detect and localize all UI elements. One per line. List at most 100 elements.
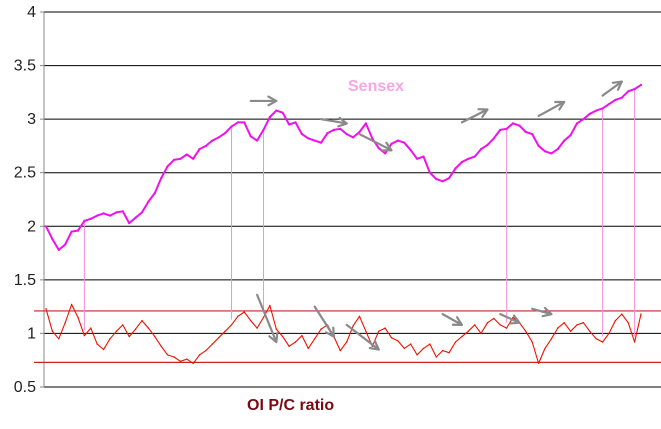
data-point-sensex	[467, 157, 470, 160]
data-point-sensex	[51, 238, 54, 241]
data-point-sensex	[575, 122, 579, 125]
data-point-oi-pc-ratio	[211, 343, 213, 345]
data-point-oi-pc-ratio	[410, 343, 412, 345]
data-point-oi-pc-ratio	[442, 349, 444, 352]
data-point-sensex	[230, 125, 233, 128]
y-axis-ticks: 0.5 1 1.5 2 2.5 3 3.5 4	[14, 4, 44, 396]
arrow-shaft	[441, 313, 463, 326]
data-point-sensex	[620, 96, 623, 99]
data-point-oi-pc-ratio	[467, 330, 469, 332]
data-point-oi-pc-ratio	[64, 322, 66, 324]
data-point-sensex	[537, 144, 540, 147]
data-point-oi-pc-ratio	[262, 316, 265, 319]
gridlines	[44, 11, 661, 388]
data-point-sensex	[140, 211, 144, 214]
arrow-shaft	[531, 307, 553, 316]
data-point-oi-pc-ratio	[160, 345, 162, 347]
data-point-sensex	[639, 83, 643, 86]
data-point-oi-pc-ratio	[314, 338, 316, 340]
data-point-sensex	[607, 103, 611, 106]
data-point-oi-pc-ratio	[525, 330, 527, 332]
data-point-oi-pc-ratio	[339, 349, 341, 352]
data-point-oi-pc-ratio	[282, 335, 284, 338]
data-point-oi-pc-ratio	[147, 327, 150, 329]
data-point-sensex	[307, 137, 310, 140]
y-tick-label: 0.5	[14, 379, 36, 396]
data-point-sensex	[294, 121, 297, 124]
data-point-sensex	[281, 111, 284, 114]
data-point-oi-pc-ratio	[154, 335, 156, 338]
data-point-oi-pc-ratio	[550, 338, 553, 340]
data-point-sensex	[531, 133, 534, 136]
arrow-head	[451, 316, 463, 326]
data-point-sensex	[396, 139, 399, 142]
data-point-sensex	[435, 178, 438, 181]
y-tick-label: 3	[27, 111, 36, 128]
data-point-sensex	[345, 133, 348, 136]
data-point-sensex	[166, 165, 169, 168]
data-point-oi-pc-ratio	[45, 308, 47, 310]
data-point-sensex	[601, 107, 604, 110]
data-point-sensex	[492, 137, 495, 140]
data-point-oi-pc-ratio	[90, 327, 92, 329]
data-point-oi-pc-ratio	[378, 330, 380, 332]
data-point-sensex	[377, 147, 380, 150]
arrow-shaft	[460, 108, 489, 124]
data-point-sensex	[115, 211, 118, 214]
data-point-oi-pc-ratio	[601, 341, 604, 343]
data-point-oi-pc-ratio	[614, 319, 617, 322]
data-point-oi-pc-ratio	[454, 341, 457, 343]
data-point-sensex	[448, 177, 451, 180]
data-point-oi-pc-ratio	[230, 324, 233, 326]
arrow-shaft	[345, 323, 380, 351]
data-point-oi-pc-ratio	[320, 328, 322, 330]
data-point-oi-pc-ratio	[505, 327, 508, 329]
data-point-oi-pc-ratio	[192, 362, 194, 365]
data-point-oi-pc-ratio	[256, 327, 258, 329]
arrow-head	[509, 314, 521, 325]
data-point-sensex	[243, 121, 246, 124]
data-point-oi-pc-ratio	[275, 328, 277, 330]
data-point-oi-pc-ratio	[218, 337, 220, 339]
arrow-head	[554, 100, 566, 111]
data-point-oi-pc-ratio	[365, 330, 367, 332]
data-point-sensex	[57, 248, 60, 251]
data-point-oi-pc-ratio	[576, 324, 578, 326]
data-point-oi-pc-ratio	[77, 316, 79, 319]
arrow-shaft	[499, 313, 521, 324]
arrow-shaft	[256, 293, 278, 344]
data-point-sensex	[556, 148, 559, 151]
arrow-head	[268, 331, 279, 344]
data-point-sensex	[499, 128, 502, 131]
arrow-head	[611, 80, 623, 91]
data-point-oi-pc-ratio	[595, 338, 597, 340]
arrow-head	[381, 141, 393, 152]
data-point-sensex	[320, 141, 323, 144]
data-point-sensex	[192, 157, 195, 160]
arrow-head	[337, 116, 348, 128]
data-point-oi-pc-ratio	[307, 347, 309, 350]
data-point-oi-pc-ratio	[70, 303, 73, 306]
data-point-sensex	[511, 122, 515, 125]
data-point-sensex	[89, 217, 92, 220]
data-point-oi-pc-ratio	[109, 338, 111, 340]
data-point-sensex	[505, 127, 508, 130]
data-point-sensex	[595, 109, 598, 112]
data-point-oi-pc-ratio	[250, 319, 252, 322]
data-point-oi-pc-ratio	[237, 315, 239, 317]
data-point-oi-pc-ratio	[179, 360, 182, 362]
data-point-oi-pc-ratio	[461, 335, 463, 338]
data-point-sensex	[185, 153, 188, 156]
arrow-head	[324, 326, 336, 338]
data-point-sensex	[64, 243, 67, 246]
data-point-oi-pc-ratio	[102, 348, 105, 351]
data-point-sensex	[550, 152, 553, 155]
arrow-shaft	[320, 118, 348, 125]
data-point-sensex	[262, 128, 265, 131]
data-point-sensex	[569, 134, 572, 137]
data-point-sensex	[364, 122, 367, 125]
y-tick-label: 3.5	[14, 58, 36, 75]
data-point-oi-pc-ratio	[474, 324, 476, 326]
data-point-sensex	[524, 130, 527, 134]
